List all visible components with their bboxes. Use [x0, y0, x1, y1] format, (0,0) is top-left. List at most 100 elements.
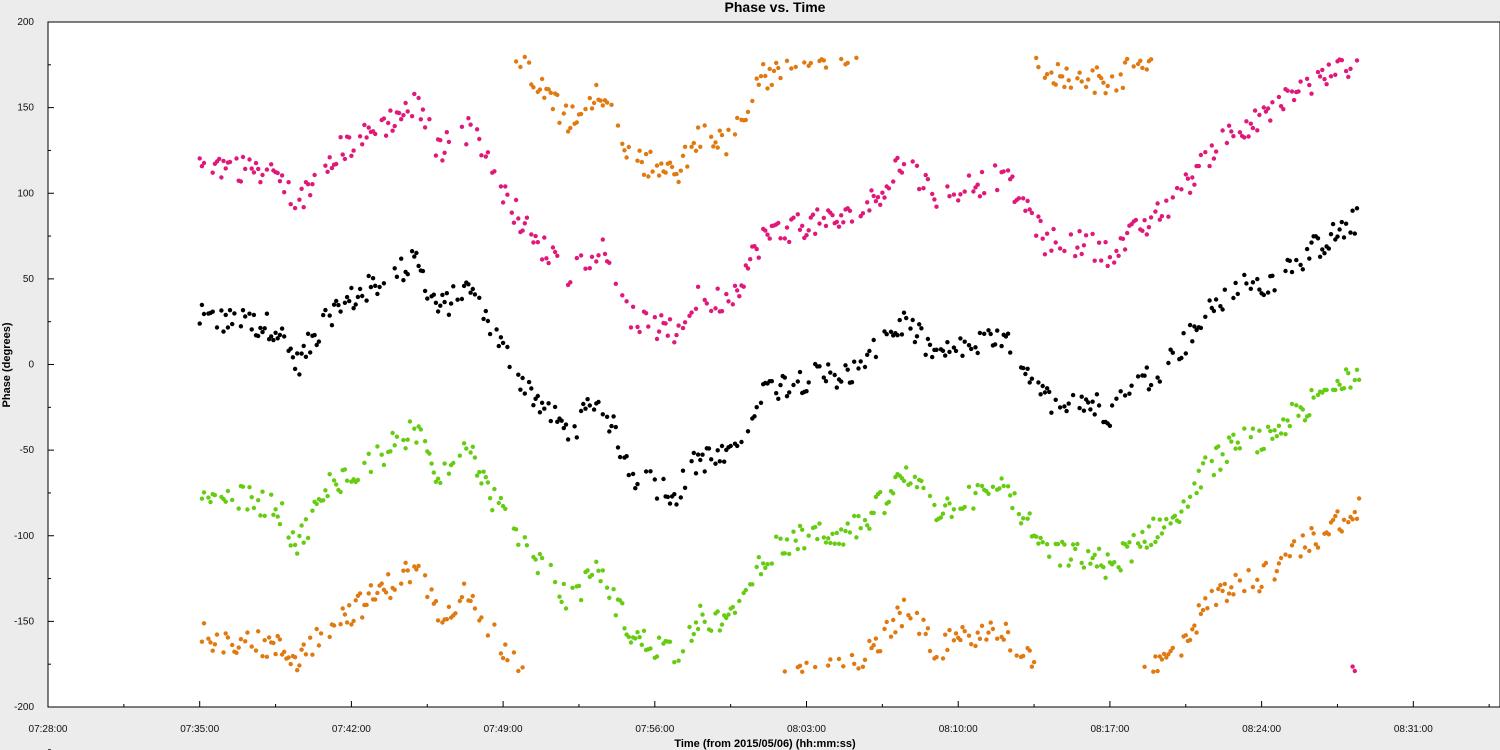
data-point [542, 406, 547, 411]
data-point [347, 298, 352, 304]
data-point [745, 266, 751, 271]
data-point [923, 631, 928, 637]
data-point [381, 281, 387, 286]
data-point [394, 274, 400, 279]
data-point [927, 493, 933, 499]
data-point [711, 144, 716, 149]
data-point [308, 635, 313, 640]
data-point [325, 493, 330, 499]
data-point [635, 324, 640, 330]
data-point [1083, 84, 1089, 90]
data-point [854, 55, 859, 60]
data-point [626, 144, 631, 150]
data-point [674, 332, 679, 338]
data-point [823, 540, 829, 545]
data-point [589, 254, 595, 259]
data-point [643, 469, 649, 474]
data-point [490, 508, 495, 513]
data-point [1066, 401, 1071, 406]
data-point [715, 609, 720, 614]
data-point [704, 301, 709, 306]
data-point [1138, 544, 1143, 549]
data-point [689, 310, 694, 315]
data-point [700, 452, 705, 457]
data-point [925, 626, 931, 631]
data-point [1151, 516, 1156, 521]
data-points [197, 54, 1362, 674]
data-point [503, 506, 508, 511]
data-point [678, 495, 683, 500]
data-point [1294, 403, 1299, 408]
data-point [1127, 540, 1132, 545]
data-point [1112, 560, 1117, 565]
data-point [1038, 392, 1043, 397]
data-point [693, 148, 699, 153]
data-point [550, 106, 556, 112]
data-point [709, 308, 714, 314]
data-point [862, 657, 868, 662]
data-point [1008, 648, 1013, 653]
data-point [1309, 240, 1314, 245]
data-point [223, 166, 228, 171]
data-point [1099, 258, 1104, 263]
data-point [468, 450, 473, 455]
data-point [412, 91, 417, 97]
data-point [672, 340, 677, 345]
data-point [433, 599, 439, 604]
data-point [904, 315, 909, 321]
data-point [472, 292, 478, 297]
data-point [607, 429, 612, 434]
data-point [774, 534, 779, 539]
data-point [891, 491, 896, 496]
data-point [726, 612, 731, 617]
data-point [943, 353, 948, 358]
data-point [1224, 459, 1230, 465]
data-point [388, 449, 393, 454]
data-point [1075, 76, 1080, 81]
data-point [474, 127, 480, 132]
data-point [1155, 201, 1160, 206]
data-point [1181, 331, 1186, 336]
data-point [1257, 112, 1262, 118]
data-point [722, 459, 727, 464]
data-point [782, 551, 787, 556]
data-point [659, 313, 664, 318]
data-point [919, 326, 924, 331]
data-point [344, 294, 350, 300]
data-point [353, 598, 358, 603]
data-point [1005, 630, 1011, 635]
data-point [804, 660, 809, 665]
data-point [327, 634, 332, 640]
data-point [943, 632, 948, 637]
data-point [1079, 79, 1084, 84]
data-point [1112, 260, 1117, 265]
data-point [199, 164, 205, 169]
data-point [1341, 386, 1347, 391]
y-tick-label: -200 [14, 702, 34, 713]
data-point [904, 465, 909, 470]
data-point [479, 481, 484, 486]
data-point [765, 232, 770, 237]
data-point [357, 134, 363, 139]
data-point [1354, 516, 1360, 521]
data-point [1166, 214, 1171, 219]
data-point [871, 643, 876, 648]
data-point [897, 610, 902, 616]
data-point [594, 259, 599, 264]
data-point [823, 379, 829, 384]
data-point [342, 156, 348, 162]
data-point [568, 125, 573, 131]
data-point [971, 506, 976, 511]
data-point [778, 382, 783, 388]
data-point [1317, 74, 1323, 79]
data-point [674, 502, 679, 507]
data-point [871, 510, 876, 516]
data-point [1226, 435, 1232, 440]
data-point [347, 135, 352, 140]
data-point [210, 648, 215, 653]
data-point [1194, 490, 1199, 496]
data-point [1263, 109, 1269, 114]
data-point [737, 598, 742, 604]
data-point [1296, 89, 1301, 94]
data-point [990, 484, 996, 489]
